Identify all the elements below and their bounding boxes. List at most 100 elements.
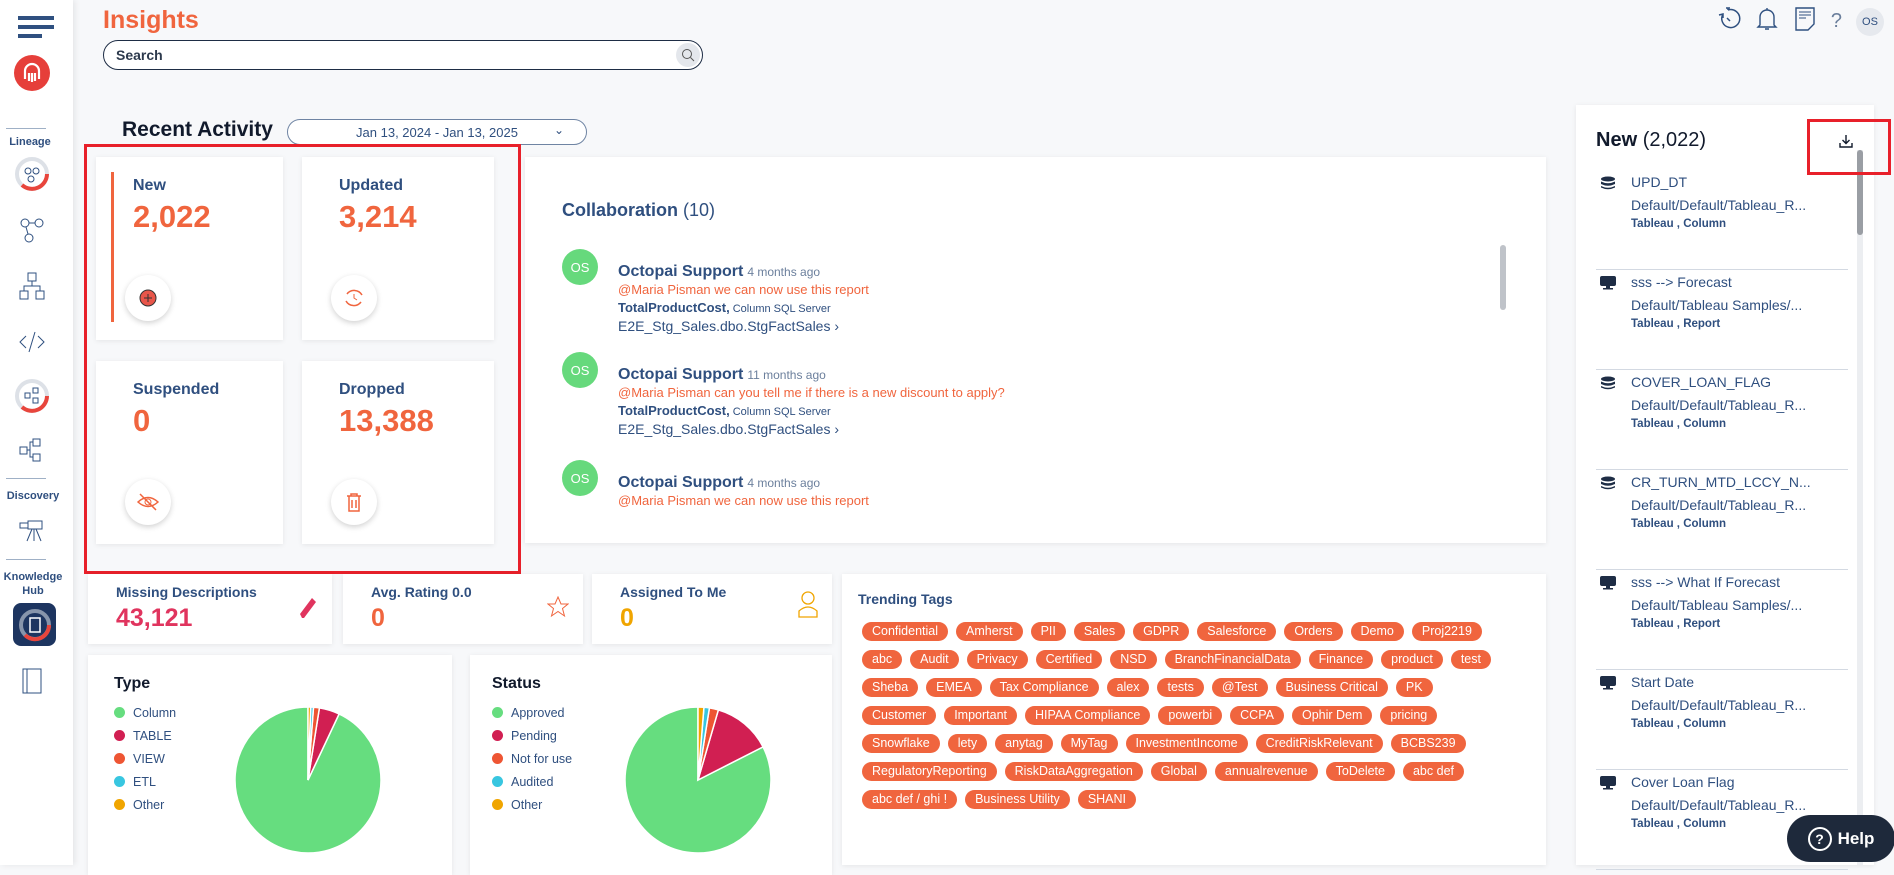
legend-item[interactable]: Other [114, 793, 176, 816]
eye-off-icon[interactable] [125, 479, 171, 525]
tag-chip[interactable]: ToDelete [1325, 762, 1395, 781]
tag-chip[interactable]: tests [1157, 678, 1204, 697]
lineage-dashboard-icon[interactable] [12, 156, 52, 192]
hamburger-menu-icon[interactable] [18, 16, 54, 40]
tag-chip[interactable]: Demo [1350, 622, 1404, 641]
tag-chip[interactable]: Privacy [966, 650, 1028, 669]
pie-slice-pending[interactable] [696, 708, 765, 782]
add-circle-icon[interactable] [125, 275, 171, 321]
new-list-item[interactable]: CR_TURN_MTD_LCCY_N... Default/Default/Tab… [1596, 470, 1848, 570]
stat-card-new[interactable]: New 2,022 [96, 157, 283, 340]
date-range-picker[interactable]: Jan 13, 2024 - Jan 13, 2025 ⌄ [287, 119, 587, 145]
tag-chip[interactable]: Business Utility [965, 790, 1070, 809]
tag-chip[interactable]: EMEA [926, 678, 982, 697]
tag-chip[interactable]: PII [1030, 622, 1066, 641]
tag-chip[interactable]: Sheba [862, 678, 919, 697]
tag-chip[interactable]: CreditRiskRelevant [1255, 734, 1383, 753]
metric-assigned-to-me[interactable]: Assigned To Me 0 [592, 574, 832, 644]
tag-chip[interactable]: GDPR [1133, 622, 1190, 641]
new-list-item[interactable]: UPD_DT Default/Default/Tableau_R... Tablea… [1596, 170, 1848, 270]
legend-item[interactable]: Not for use [492, 747, 572, 770]
new-list-item[interactable]: sss --> Forecast Default/Tableau Samples/… [1596, 270, 1848, 370]
metric-avg-rating[interactable]: Avg. Rating 0.0 0 [343, 574, 583, 644]
tag-chip[interactable]: Sales [1073, 622, 1126, 641]
tag-chip[interactable]: HIPAA Compliance [1025, 706, 1151, 725]
tag-chip[interactable]: Audit [910, 650, 959, 669]
tag-chip[interactable]: RegulatoryReporting [862, 762, 997, 781]
tag-chip[interactable]: NSD [1110, 650, 1157, 669]
tag-chip[interactable]: powerbi [1158, 706, 1223, 725]
legend-item[interactable]: Pending [492, 724, 572, 747]
legend-item[interactable]: Column [114, 701, 176, 724]
legend-item[interactable]: ETL [114, 770, 176, 793]
tag-chip[interactable]: @Test [1211, 678, 1268, 697]
user-avatar[interactable]: OS [1856, 7, 1884, 36]
tag-chip[interactable]: Amherst [956, 622, 1023, 641]
tag-chip[interactable]: product [1381, 650, 1443, 669]
tag-chip[interactable]: Finance [1308, 650, 1374, 669]
search-input[interactable] [116, 47, 656, 63]
notes-document-icon[interactable] [1793, 6, 1817, 37]
help-question-icon[interactable]: ? [1830, 10, 1842, 32]
tag-chip[interactable]: Customer [862, 706, 937, 725]
tag-chip[interactable]: abc def [1402, 762, 1464, 781]
pie-slice-other[interactable] [697, 706, 705, 781]
tag-chip[interactable]: Certified [1035, 650, 1103, 669]
comment-path-link[interactable]: E2E_Stg_Sales.dbo.StgFactSales › [618, 318, 839, 334]
stat-card-updated[interactable]: Updated 3,214 [302, 157, 494, 340]
lineage-module-icon[interactable] [12, 378, 52, 414]
lineage-graph-icon[interactable] [12, 212, 52, 248]
tag-chip[interactable]: alex [1106, 678, 1150, 697]
book-icon[interactable] [12, 663, 52, 699]
octopai-logo-icon[interactable] [14, 55, 50, 91]
tag-chip[interactable]: BCBS239 [1390, 734, 1466, 753]
knowledge-hub-icon[interactable] [13, 603, 56, 646]
tag-chip[interactable]: pricing [1380, 706, 1438, 725]
pie-slice-other[interactable] [307, 706, 312, 781]
tag-chip[interactable]: Proj2219 [1411, 622, 1482, 641]
tag-chip[interactable]: Important [944, 706, 1017, 725]
trash-icon[interactable] [331, 479, 377, 525]
tag-chip[interactable]: Snowflake [862, 734, 940, 753]
tag-chip[interactable]: annualrevenue [1214, 762, 1318, 781]
new-panel-scrollbar[interactable] [1857, 150, 1863, 865]
tag-chip[interactable]: abc [862, 650, 903, 669]
stat-card-suspended[interactable]: Suspended 0 [96, 361, 283, 544]
tag-chip[interactable]: BranchFinancialData [1164, 650, 1301, 669]
tag-chip[interactable]: Ophir Dem [1291, 706, 1373, 725]
tag-chip[interactable]: test [1450, 650, 1491, 669]
stat-card-dropped[interactable]: Dropped 13,388 [302, 361, 494, 544]
new-list-item[interactable]: sss --> What If Forecast Default/Tableau … [1596, 570, 1848, 670]
code-icon[interactable] [12, 324, 52, 360]
refresh-clock-icon[interactable] [331, 275, 377, 321]
tag-chip[interactable]: Orders [1284, 622, 1343, 641]
tag-chip[interactable]: Tax Compliance [989, 678, 1099, 697]
metric-missing-descriptions[interactable]: Missing Descriptions 43,121 [88, 574, 332, 644]
new-list-item[interactable]: Start Date Default/Default/Tableau_R... Ta… [1596, 670, 1848, 770]
tag-chip[interactable]: SHANI [1077, 790, 1137, 809]
tag-chip[interactable]: CCPA [1230, 706, 1284, 725]
new-list-item[interactable]: COVER_LOAN_FLAG Default/Default/Tableau_R… [1596, 370, 1848, 470]
tree-icon[interactable] [12, 432, 52, 468]
legend-item[interactable]: Other [492, 793, 572, 816]
legend-item[interactable]: Approved [492, 701, 572, 724]
collaboration-scrollbar[interactable] [1500, 245, 1506, 310]
tag-chip[interactable]: MyTag [1060, 734, 1118, 753]
tag-chip[interactable]: RiskDataAggregation [1004, 762, 1143, 781]
tag-chip[interactable]: Global [1150, 762, 1207, 781]
legend-item[interactable]: Audited [492, 770, 572, 793]
tag-chip[interactable]: Business Critical [1275, 678, 1388, 697]
telescope-icon[interactable] [12, 512, 52, 548]
tag-chip[interactable]: PK [1395, 678, 1433, 697]
notifications-bell-icon[interactable] [1755, 6, 1779, 37]
pie-slice-approved[interactable] [624, 706, 772, 854]
help-button[interactable]: ? Help [1787, 815, 1894, 862]
tag-chip[interactable]: Salesforce [1197, 622, 1277, 641]
comment-path-link[interactable]: E2E_Stg_Sales.dbo.StgFactSales › [618, 421, 839, 437]
tag-chip[interactable]: abc def / ghi ! [862, 790, 958, 809]
tag-chip[interactable]: InvestmentIncome [1125, 734, 1248, 753]
tag-chip[interactable]: lety [947, 734, 988, 753]
hierarchy-icon[interactable] [12, 268, 52, 304]
comment-item[interactable]: OS Octopai Support 4 months ago @Maria Pi… [562, 460, 1262, 508]
search-icon[interactable] [676, 43, 700, 67]
